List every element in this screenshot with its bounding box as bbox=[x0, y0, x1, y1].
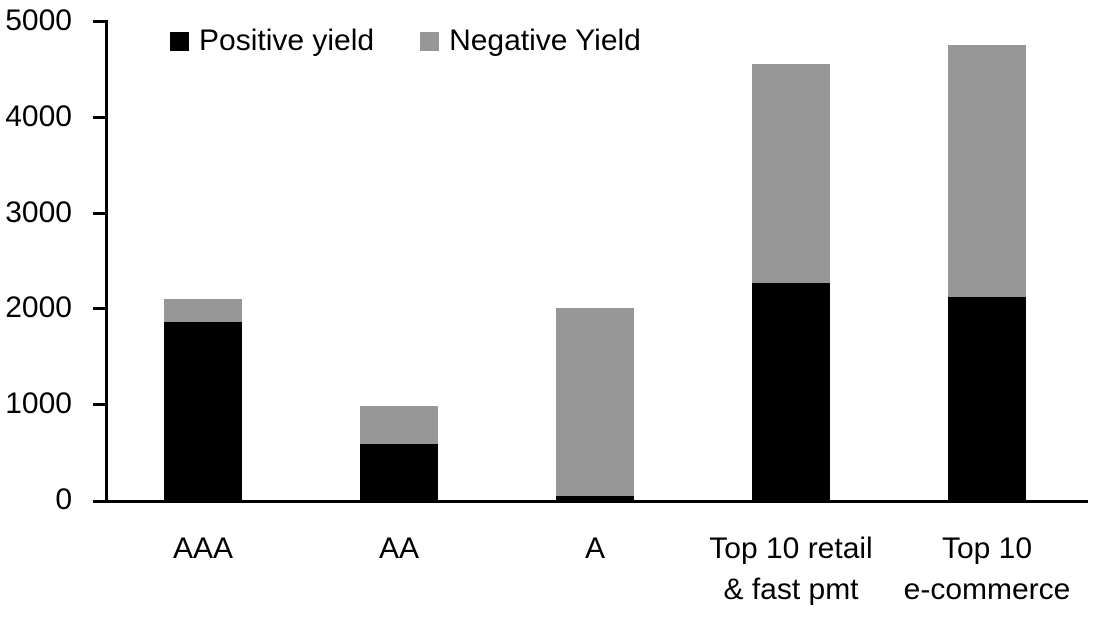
y-tick-mark bbox=[93, 115, 105, 119]
bar-segment-positive-yield bbox=[752, 282, 830, 500]
bar-segment-negative-yield bbox=[752, 64, 830, 283]
bar-segment-positive-yield bbox=[360, 444, 438, 500]
y-axis-tick-label: 0 bbox=[55, 483, 72, 516]
y-axis-tick-label: 5000 bbox=[5, 4, 72, 37]
y-axis-tick-label: 4000 bbox=[5, 99, 72, 133]
legend-item-positive-yield: Positive yield bbox=[170, 24, 374, 58]
bar-segment-negative-yield bbox=[164, 298, 242, 322]
x-axis-category-label: Top 10 e-commerce bbox=[877, 528, 1097, 610]
positive-yield-swatch-icon bbox=[170, 31, 189, 51]
legend-item-negative-yield: Negative Yield bbox=[420, 24, 641, 58]
bar-segment-positive-yield bbox=[556, 496, 634, 500]
legend-label-positive-yield: Positive yield bbox=[199, 24, 375, 57]
x-axis-category-label-line: AA bbox=[378, 532, 420, 565]
bar-segment-negative-yield bbox=[948, 44, 1026, 297]
x-axis-category-label: A bbox=[485, 528, 705, 569]
bar-segment-negative-yield bbox=[360, 406, 438, 445]
y-tick-mark bbox=[93, 403, 105, 407]
y-tick-mark bbox=[93, 211, 105, 215]
bar-segment-negative-yield bbox=[556, 308, 634, 497]
x-axis-category-label-line: & fast pmt bbox=[723, 573, 859, 606]
legend-label-negative-yield: Negative Yield bbox=[449, 24, 641, 57]
x-axis-category-label-line: Top 10 bbox=[941, 532, 1033, 565]
x-axis-category-label: AAA bbox=[93, 528, 313, 569]
bar-segment-positive-yield bbox=[948, 296, 1026, 500]
x-axis-category-label-line: e-commerce bbox=[903, 573, 1071, 606]
y-tick-mark bbox=[93, 307, 105, 311]
y-axis-tick-label: 1000 bbox=[5, 387, 72, 421]
y-axis-tick-label: 2000 bbox=[5, 291, 72, 325]
x-axis-line bbox=[93, 500, 1088, 503]
x-axis-category-label: AA bbox=[289, 528, 509, 569]
bar-segment-positive-yield bbox=[164, 321, 242, 500]
x-axis-category-label: Top 10 retail & fast pmt bbox=[681, 528, 901, 610]
x-axis-category-label-line: Top 10 retail bbox=[709, 532, 873, 565]
y-tick-mark bbox=[93, 20, 105, 23]
x-axis-category-label-line: A bbox=[584, 532, 605, 565]
y-axis-tick-label: 3000 bbox=[5, 195, 72, 229]
negative-yield-swatch-icon bbox=[420, 31, 440, 51]
x-axis-category-label-line: AAA bbox=[172, 532, 234, 565]
y-axis-line bbox=[105, 20, 108, 503]
legend: Positive yield Negative Yield bbox=[170, 24, 641, 58]
